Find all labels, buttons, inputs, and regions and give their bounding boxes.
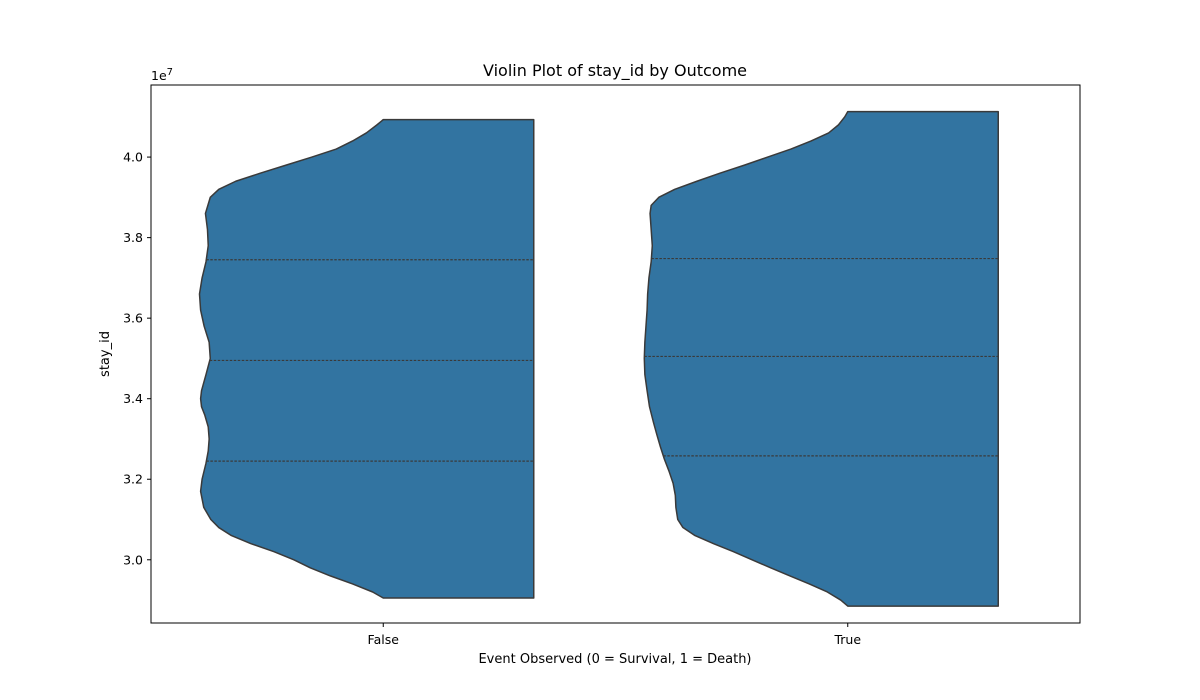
y-axis-label: stay_id	[98, 331, 113, 377]
x-axis-label: Event Observed (0 = Survival, 1 = Death)	[478, 652, 751, 667]
x-tick-label-false: False	[368, 632, 400, 647]
violin-false	[198, 118, 535, 599]
plot-frame	[150, 84, 1081, 624]
y-tick-label: 3.8	[123, 230, 143, 245]
y-tick-label: 3.4	[123, 391, 143, 406]
axes: 3.0 3.2 3.4 3.6 3.8 4.0 False True	[123, 84, 1081, 647]
plot-area	[198, 110, 999, 607]
y-tick-label: 3.2	[123, 472, 143, 487]
y-tick-label: 4.0	[123, 150, 143, 165]
violin-body	[198, 118, 535, 599]
y-axis-scale-label: 1e7	[151, 67, 173, 83]
y-tick-label: 3.0	[123, 552, 143, 567]
violin-true	[643, 110, 999, 607]
chart-title: Violin Plot of stay_id by Outcome	[483, 61, 747, 81]
violin-body	[643, 110, 999, 607]
y-tick-label: 3.6	[123, 311, 143, 326]
x-tick-label-true: True	[833, 632, 861, 647]
